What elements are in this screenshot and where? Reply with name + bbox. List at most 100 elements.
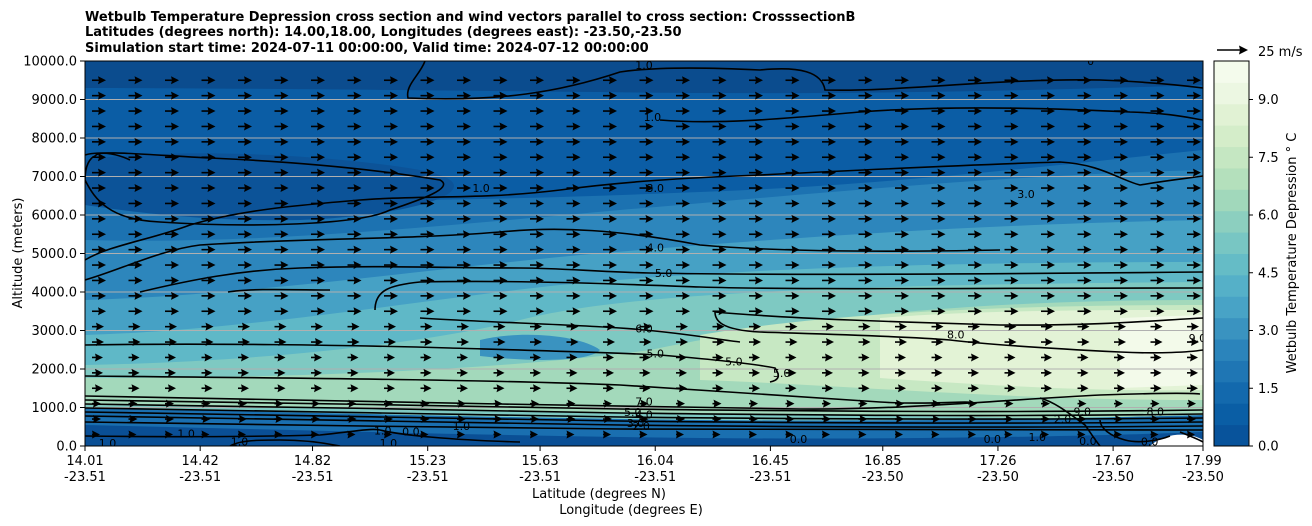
wind-vector (968, 199, 982, 208)
wind-vector (1114, 399, 1123, 408)
wind-vector (1004, 91, 1019, 100)
wind-vector (1077, 168, 1092, 177)
wind-vector (1187, 368, 1198, 377)
wind-vector (347, 184, 362, 193)
wind-vector (712, 430, 721, 439)
wind-vector (420, 184, 435, 193)
wind-vector (1150, 415, 1160, 424)
wind-vector (274, 153, 289, 162)
wind-vector (1041, 353, 1052, 362)
wind-vector (165, 384, 176, 393)
wind-vector (676, 153, 690, 162)
wind-vector (676, 107, 690, 116)
wind-vector (566, 430, 575, 439)
wind-vector (238, 153, 252, 162)
wind-vector (858, 184, 873, 193)
contour-label: 4.0 (635, 408, 653, 421)
wind-vector (311, 137, 325, 146)
contour-label: 5.0 (655, 267, 673, 280)
wind-vector (676, 276, 690, 285)
wind-vector (931, 168, 946, 177)
wind-vector (712, 137, 727, 146)
wind-vector (1150, 368, 1162, 377)
colorbar-segment (1214, 167, 1249, 190)
wind-vector (603, 430, 611, 439)
wind-vector (201, 430, 210, 439)
wind-vector (493, 399, 503, 408)
wind-vector (493, 291, 508, 300)
wind-vector (457, 76, 471, 85)
wind-vector (712, 91, 727, 100)
wind-vector (639, 368, 651, 377)
wind-vector (676, 399, 685, 408)
wind-vector (128, 137, 143, 146)
wind-vector (566, 307, 581, 316)
wind-vector (566, 76, 581, 85)
wind-vector (676, 184, 690, 193)
wind-vector (858, 353, 870, 362)
colorbar-segment (1214, 424, 1249, 447)
wind-vector (822, 338, 834, 347)
wind-vector (822, 415, 831, 424)
wind-vector (603, 307, 617, 316)
wind-vector (749, 399, 758, 408)
wind-vector (128, 214, 143, 223)
x-tick-lat: 14.42 (182, 454, 219, 469)
wind-vector (858, 384, 870, 393)
wind-vector (1187, 399, 1196, 408)
wind-vector (1004, 199, 1019, 208)
contour-label: 6.0 (635, 323, 653, 336)
wind-vector (566, 276, 581, 285)
wind-vector (274, 338, 287, 347)
colorbar-tick-label: 1.5 (1258, 382, 1279, 397)
wind-vector (968, 353, 979, 362)
wind-vector (1041, 430, 1049, 439)
wind-vector (603, 261, 617, 270)
wind-vector (238, 430, 246, 439)
wind-vector (311, 384, 322, 393)
wind-vector (1114, 122, 1128, 131)
wind-vector (311, 261, 325, 270)
y-tick-label: 4000.0 (32, 286, 78, 301)
wind-vector (165, 430, 173, 439)
wind-vector (639, 307, 654, 316)
contour-label: 0.0 (1141, 435, 1159, 448)
wind-vector (1187, 307, 1201, 316)
contour-line (85, 228, 1001, 281)
wind-vector (895, 245, 909, 254)
wind-vector (530, 199, 544, 208)
wind-vector (1041, 76, 1055, 85)
wind-vector (1041, 368, 1052, 377)
wind-vector (347, 214, 362, 223)
wind-vector (1004, 368, 1016, 377)
wind-vector (1004, 153, 1019, 162)
wind-vector (749, 276, 763, 285)
x-tick-lat: 17.67 (1095, 454, 1132, 469)
wind-vector (1004, 122, 1019, 131)
wind-vector (530, 91, 544, 100)
wind-vector (311, 107, 325, 116)
colorbar-segment (1214, 82, 1249, 105)
wind-vector (384, 353, 395, 362)
wind-vector (603, 184, 617, 193)
colorbar-segment (1214, 210, 1249, 233)
wind-vector (639, 399, 649, 408)
wind-vector (311, 322, 323, 331)
wind-vector (128, 261, 143, 270)
wind-vector (384, 368, 395, 377)
x-tick-lon: -23.50 (977, 470, 1019, 485)
wind-vector (274, 415, 284, 424)
wind-vector (274, 137, 289, 146)
field-band (85, 61, 1203, 94)
wind-vector (858, 430, 867, 439)
wind-vector (311, 353, 322, 362)
plot-area: 1.01.01.0 3.0 3.04.05.06.05.05.05.08.0 9.07… (85, 61, 1203, 448)
wind-vector (639, 122, 654, 131)
wind-vector (749, 338, 761, 347)
contour-line (85, 407, 1203, 420)
y-tick-label: 10000.0 (23, 55, 77, 70)
wind-vector (931, 368, 943, 377)
wind-vector (201, 415, 211, 424)
wind-vector (895, 122, 909, 131)
wind-vector (92, 307, 106, 316)
